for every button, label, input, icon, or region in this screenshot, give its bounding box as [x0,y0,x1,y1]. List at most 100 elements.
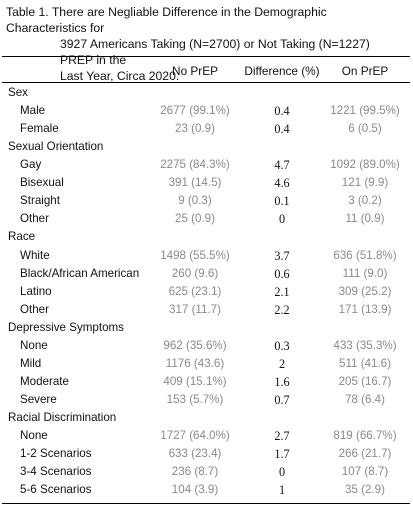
row-label: Bisexual [20,176,64,190]
group-row: Sexual Orientation [0,139,413,157]
table-row: Straight 9 (0.3) 0.1 3 (0.2) [0,193,413,211]
cell-no-prep: 104 (3.9) [171,483,219,497]
group-row: Depressive Symptoms [0,320,413,338]
table-row: Severe 153 (5.7%) 0.7 78 (6.4) [0,392,413,410]
cell-no-prep: 9 (0.3) [178,194,212,208]
cell-on-prep: 309 (25.2) [338,284,392,298]
header-difference: Difference (%) [244,64,320,78]
cell-on-prep: 121 (9.9) [341,176,389,190]
cell-difference: 2.2 [274,302,290,317]
row-label: None [20,429,48,443]
cell-difference: 4.6 [274,176,290,191]
group-label: Sexual Orientation [8,140,104,154]
top-rule [2,56,410,57]
cell-no-prep: 236 (8.7) [171,465,219,479]
table-row: 5-6 Scenarios 104 (3.9) 1 35 (2.9) [0,482,413,500]
table-row: None 1727 (64.0%) 2.7 819 (66.7%) [0,428,413,446]
cell-difference: 1.7 [274,447,290,462]
group-label: Racial Discrimination [8,411,117,425]
row-label: Straight [20,194,60,208]
row-label: 1-2 Scenarios [20,447,92,461]
cell-on-prep: 1092 (89.0%) [330,158,400,172]
group-row: Sex [0,85,413,103]
cell-on-prep: 636 (51.8%) [333,248,397,262]
cell-no-prep: 391 (14.5) [168,176,222,190]
cell-no-prep: 2677 (99.1%) [160,104,230,118]
cell-on-prep: 1221 (99.5%) [330,104,400,118]
table-row: 1-2 Scenarios 633 (23.4) 1.7 266 (21.7) [0,446,413,464]
cell-on-prep: 433 (35.3%) [333,338,397,352]
bottom-rule [2,503,410,504]
cell-difference: 2.1 [274,284,290,299]
cell-no-prep: 2275 (84.3%) [160,158,230,172]
header-rule [2,82,410,83]
cell-no-prep: 625 (23.1) [168,284,222,298]
cell-no-prep: 1176 (43.6) [165,356,225,370]
cell-difference: 0.4 [274,122,290,137]
row-label: 3-4 Scenarios [20,465,92,479]
cell-on-prep: 171 (13.9) [338,302,392,316]
group-row: Race [0,229,413,247]
row-label: Moderate [20,374,69,388]
cell-on-prep: 107 (8.7) [341,465,389,479]
cell-no-prep: 1727 (64.0%) [160,429,230,443]
cell-on-prep: 11 (0.9) [345,212,385,226]
cell-difference: 0.7 [274,393,290,408]
row-label: Latino [20,284,52,298]
table-row: Female 23 (0.9) 0.4 6 (0.5) [0,121,413,139]
cell-difference: 2 [278,356,286,371]
caption-line-1: Table 1. There are Negliable Difference … [6,5,327,35]
table-row: Mild 1176 (43.6) 2 511 (41.6) [0,356,413,374]
cell-no-prep: 409 (15.1%) [163,374,227,388]
cell-no-prep: 317 (11.7) [169,302,221,316]
cell-no-prep: 633 (23.4) [168,447,222,461]
group-label: Sex [8,86,28,99]
cell-no-prep: 1498 (55.5%) [160,248,230,262]
row-label: Other [20,302,49,316]
header-no-prep: No PrEP [172,64,218,78]
row-label: None [20,338,48,352]
row-label: Male [20,104,46,118]
cell-difference: 0.1 [274,194,290,209]
cell-difference: 0.4 [274,104,290,119]
table-row: White 1498 (55.5%) 3.7 636 (51.8%) [0,248,413,266]
cell-difference: 3.7 [274,248,290,263]
row-label: Severe [20,393,57,407]
row-label: Other [20,212,49,226]
cell-no-prep: 25 (0.9) [175,212,215,226]
cell-on-prep: 205 (16.7) [338,374,392,388]
table-row: Bisexual 391 (14.5) 4.6 121 (9.9) [0,175,413,193]
table-row: Black/African American 260 (9.6) 0.6 111 (9… [0,266,413,284]
cell-on-prep: 266 (21.7) [338,447,392,461]
cell-on-prep: 111 (9.0) [342,266,388,280]
cell-on-prep: 819 (66.7%) [333,429,397,443]
cell-no-prep: 23 (0.9) [175,122,215,136]
cell-no-prep: 962 (35.6%) [163,338,227,352]
cell-on-prep: 511 (41.6) [339,356,391,370]
cell-on-prep: 6 (0.5) [348,122,382,136]
group-row: Racial Discrimination [0,410,413,428]
cell-difference: 0.6 [274,266,290,281]
row-label: Female [20,122,59,136]
cell-no-prep: 260 (9.6) [171,266,219,280]
caption-line-3: Last Year, Circa 2020. [60,69,180,83]
row-label: Black/African American [20,266,140,280]
group-label: Depressive Symptoms [8,320,124,334]
row-label: Gay [20,158,42,172]
cell-on-prep: 3 (0.2) [348,194,382,208]
cell-difference: 4.7 [274,158,290,173]
table-row: 3-4 Scenarios 236 (8.7) 0 107 (8.7) [0,464,413,482]
table-row: Latino 625 (23.1) 2.1 309 (25.2) [0,284,413,302]
row-label: 5-6 Scenarios [20,483,92,497]
table-row: Moderate 409 (15.1%) 1.6 205 (16.7) [0,374,413,392]
table-row: Other 25 (0.9) 0 11 (0.9) [0,211,413,229]
cell-difference: 0 [278,465,286,480]
cell-difference: 1 [278,483,286,498]
cell-on-prep: 78 (6.4) [345,393,385,407]
cell-difference: 0.3 [274,338,290,353]
table-row: Gay 2275 (84.3%) 4.7 1092 (89.0%) [0,157,413,175]
cell-difference: 0 [278,212,286,227]
group-label: Race [8,230,36,244]
cell-difference: 2.7 [274,429,290,444]
row-label: Mild [20,356,42,370]
